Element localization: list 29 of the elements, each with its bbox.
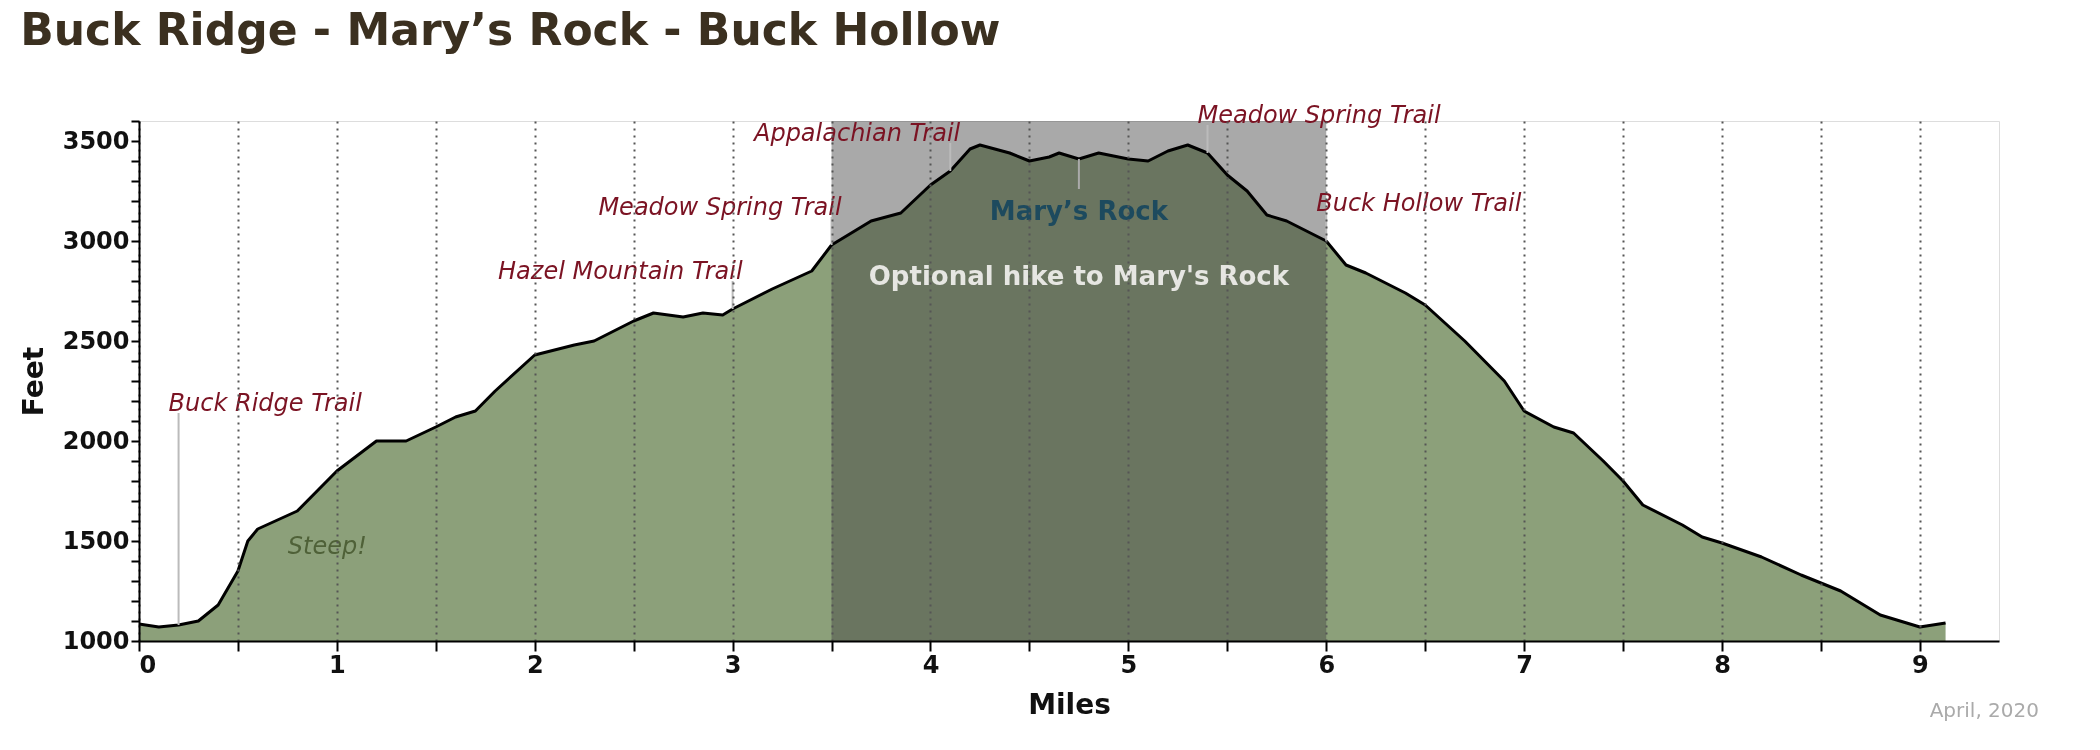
y-tick-label: 3500 [62, 126, 130, 155]
annotation: Buck Hollow Trail [1316, 189, 1522, 217]
x-tick-label: 3 [724, 650, 742, 679]
y-axis-title: Feet [16, 346, 50, 417]
x-tick-label: 0 [139, 650, 157, 679]
annotation: Buck Ridge Trail [168, 389, 363, 417]
annotation: Steep! [287, 532, 367, 561]
band-label: Optional hike to Mary's Rock [868, 261, 1290, 291]
annotation: Meadow Spring Trail [1197, 101, 1441, 129]
y-tick-label: 3000 [62, 226, 130, 255]
x-tick-label: 5 [1120, 650, 1138, 679]
text: April, 2020 [1929, 698, 2039, 722]
x-tick-label: 2 [526, 650, 544, 679]
y-tick-label: 2000 [62, 426, 130, 455]
annotation: Appalachian Trail [751, 119, 961, 147]
x-tick-label: 1 [329, 650, 346, 679]
annotation: Mary’s Rock [989, 196, 1169, 226]
y-tick-label: 1000 [62, 626, 130, 655]
annotation: Hazel Mountain Trail [498, 257, 743, 285]
y-tick-label: 1500 [62, 526, 130, 555]
chart-title: Buck Ridge - Mary’s Rock - Buck Hollow [20, 4, 1001, 55]
annotation: Meadow Spring Trail [598, 193, 842, 221]
y-tick-label: 2500 [62, 326, 130, 355]
x-tick-label: 9 [1912, 650, 1929, 679]
x-tick-label: 6 [1318, 650, 1336, 679]
x-tick-label: 7 [1516, 650, 1533, 679]
x-axis-title: Miles [1028, 687, 1111, 721]
x-tick-label: 8 [1714, 650, 1731, 679]
x-tick-label: 4 [922, 650, 940, 679]
